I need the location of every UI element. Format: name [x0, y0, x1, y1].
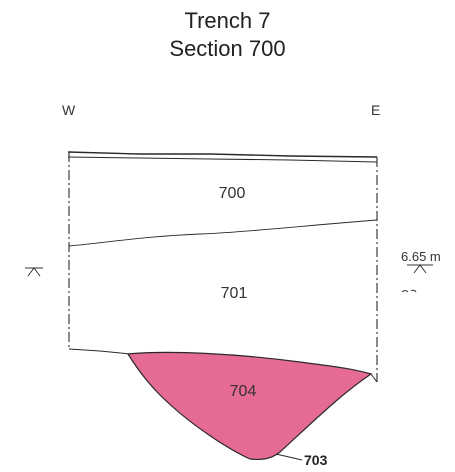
ground-surface-line-lower	[67, 156, 378, 163]
diagram-subtitle: Section 700	[169, 36, 286, 61]
context-label-700: 700	[218, 185, 246, 202]
west-label: W	[62, 102, 76, 118]
left-datum-symbol	[25, 267, 43, 277]
cut-label-703: 703	[304, 452, 328, 468]
ground-surface-line	[67, 151, 378, 158]
fill-704-shape	[126, 351, 373, 461]
context-label-701: 701	[220, 285, 248, 302]
datum-level-label: 6.65 m	[401, 249, 441, 264]
scribble-mark	[401, 289, 417, 293]
layer-base-701	[68, 348, 131, 355]
right-datum-symbol	[407, 264, 433, 274]
context-label-704: 704	[229, 383, 257, 400]
cut-703-leader	[275, 453, 303, 461]
east-label: E	[371, 102, 381, 118]
layer-boundary-700-701	[68, 219, 378, 247]
east-edge-lower	[370, 373, 378, 383]
diagram-title: Trench 7	[184, 8, 271, 33]
